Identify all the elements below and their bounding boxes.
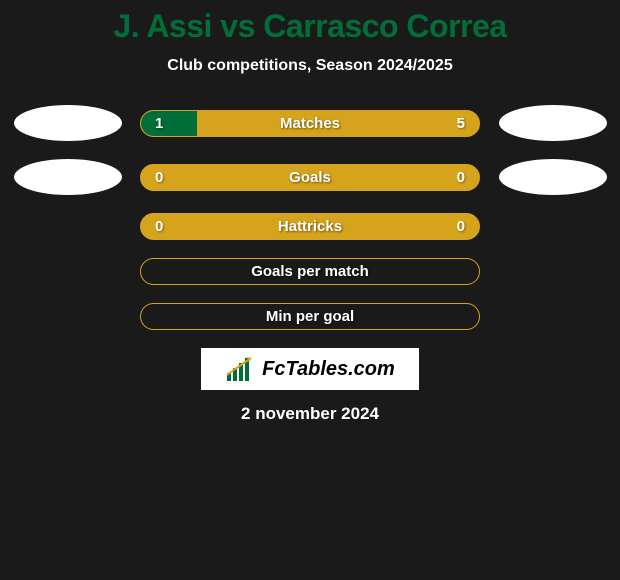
stat-label: Min per goal xyxy=(141,308,479,325)
avatar-slot-left xyxy=(10,105,125,141)
stat-bar: 15Matches xyxy=(140,110,480,137)
stat-bar: Min per goal xyxy=(140,303,480,330)
stats-container: 15Matches 00Goals 00Hattricks Goals per mat… xyxy=(0,105,620,330)
stat-row: Goals per match xyxy=(0,258,620,285)
stat-row: 15Matches xyxy=(0,105,620,141)
stat-row: Min per goal xyxy=(0,303,620,330)
avatar-slot-left xyxy=(10,159,125,195)
avatar-slot-right xyxy=(495,159,610,195)
stat-label: Goals xyxy=(141,169,479,186)
logo-text: FcTables.com xyxy=(262,358,395,381)
stat-bar: Goals per match xyxy=(140,258,480,285)
avatar xyxy=(499,105,607,141)
stat-bar: 00Goals xyxy=(140,164,480,191)
date-label: 2 november 2024 xyxy=(0,404,620,424)
stat-row: 00Goals xyxy=(0,159,620,195)
avatar xyxy=(14,105,122,141)
stat-bar: 00Hattricks xyxy=(140,213,480,240)
fctables-icon xyxy=(225,357,255,381)
avatar xyxy=(499,159,607,195)
stat-label: Matches xyxy=(141,115,479,132)
stat-label: Hattricks xyxy=(141,218,479,235)
page-title: J. Assi vs Carrasco Correa xyxy=(0,8,620,45)
stat-label: Goals per match xyxy=(141,263,479,280)
avatar xyxy=(14,159,122,195)
logo-box: FcTables.com xyxy=(201,348,419,390)
stat-row: 00Hattricks xyxy=(0,213,620,240)
subtitle: Club competitions, Season 2024/2025 xyxy=(0,57,620,75)
avatar-slot-right xyxy=(495,105,610,141)
